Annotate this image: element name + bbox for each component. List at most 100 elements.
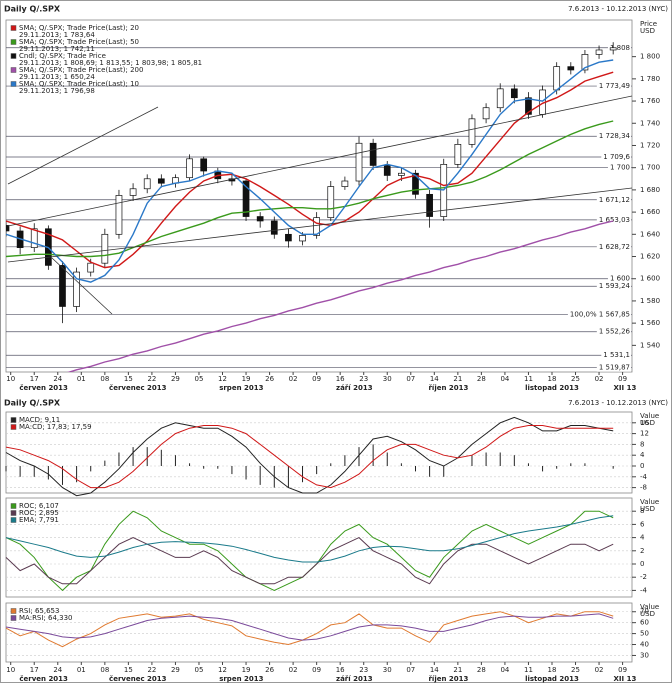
month-label: srpen 2013: [219, 675, 263, 683]
y-tick-label: 8: [640, 440, 644, 448]
x-tick-label: 04: [500, 666, 509, 674]
x-tick-label: 21: [453, 375, 462, 383]
month-label: XII 13: [614, 675, 637, 683]
legend-last: 29.11.2013; 1 783,64: [19, 31, 95, 39]
y-axis-unit: USD: [640, 27, 655, 35]
level-label: 1 653,03: [599, 216, 630, 224]
level-label-bg: [596, 195, 631, 204]
legend-swatch: [10, 424, 17, 430]
x-tick-label: 14: [430, 375, 439, 383]
legend-swatch: [10, 608, 17, 614]
x-tick-label: 02: [289, 375, 298, 383]
candle-body: [299, 235, 306, 242]
x-tick-label: 22: [147, 375, 156, 383]
legend-label: SMA; Q/.SPX; Trade Price(Last); 50: [19, 38, 139, 46]
level-label-bg: [596, 327, 631, 336]
candle-body: [186, 158, 193, 179]
y-tick-label: -8: [640, 484, 647, 492]
candle-body: [73, 271, 80, 307]
level-label: 1 552,26: [599, 328, 631, 336]
x-tick-label: 19: [242, 666, 251, 674]
candle-body: [581, 54, 589, 71]
y-tick-label: -2: [640, 573, 647, 581]
level-label: 1 808: [610, 44, 630, 52]
x-tick-label: 26: [265, 666, 274, 674]
y-tick-label: 1 660: [640, 208, 660, 216]
x-tick-label: 26: [265, 375, 274, 383]
level-label-bg: [601, 153, 631, 162]
level-label: 1 700: [610, 164, 630, 172]
x-tick-label: 05: [195, 666, 204, 674]
x-tick-label: 01: [77, 375, 86, 383]
panel-frame: [5, 602, 633, 663]
candle-body: [327, 186, 335, 219]
legend-label: SMA; Q/.SPX; Trade Price(Last); 200: [19, 66, 143, 74]
x-tick-label: 21: [453, 666, 462, 674]
month-label: červenec 2013: [109, 675, 167, 683]
y-tick-label: 1 540: [640, 341, 660, 349]
level-label: 1 728,34: [599, 132, 631, 140]
y-tick-label: -4: [640, 586, 648, 594]
candle-body: [609, 47, 617, 51]
legend-swatch: [10, 53, 17, 59]
x-tick-label: 02: [595, 375, 604, 383]
x-tick-label: 02: [595, 666, 604, 674]
level-label: 1 773,49: [599, 82, 630, 90]
candle-body: [59, 265, 66, 307]
x-tick-label: 28: [477, 666, 486, 674]
x-tick-label: 07: [406, 375, 415, 383]
y-tick-label: 40: [640, 641, 649, 649]
candle-body: [412, 172, 419, 195]
month-label: červenec 2013: [109, 384, 167, 392]
level-label: 1 593,24: [599, 282, 631, 290]
x-tick-label: 10: [6, 666, 15, 674]
candle-body: [157, 178, 165, 184]
legend-swatch: [10, 39, 17, 45]
panel-date-range: 7.6.2013 - 10.12.2013 (NYC): [568, 5, 668, 13]
y-tick-label: 6: [640, 520, 645, 528]
legend-label: ROC; 6,107: [19, 502, 59, 510]
legend-swatch: [10, 503, 17, 509]
level-label: 1 531,1: [603, 351, 630, 359]
candle-body: [87, 262, 95, 273]
y-axis-label: Value: [640, 603, 659, 611]
candle-body: [398, 172, 405, 176]
candle-body: [313, 217, 320, 236]
x-tick-label: 09: [312, 375, 321, 383]
legend-label: MA:CD; 17,83; 17,59: [19, 423, 92, 431]
level-label-bg: [596, 82, 631, 91]
level-label: 1 519,87: [599, 364, 630, 372]
plot-area: [5, 416, 614, 497]
y-tick-label: 1 620: [640, 253, 660, 261]
x-tick-label: 12: [218, 666, 227, 674]
x-tick-label: 02: [289, 666, 298, 674]
y-tick-label: 1 600: [640, 275, 660, 283]
month-label: listopad 2013: [525, 675, 579, 683]
y-tick-label: 12: [640, 430, 649, 438]
y-tick-label: 70: [640, 608, 649, 616]
series-line: [67, 220, 614, 372]
y-tick-label: 1 780: [640, 75, 660, 83]
legend-last: 29.11.2013; 1 808,69; 1 813,55; 1 803,98…: [19, 59, 202, 67]
candle-body: [115, 195, 123, 235]
panel: Daily Q/.SPX 7.6.2013 - 10.12.2013 (NYC) P…: [4, 5, 668, 393]
y-tick-label: 16: [640, 419, 649, 427]
x-tick-label: 18: [548, 375, 557, 383]
trendlines: [7, 95, 632, 315]
legend-swatch: [10, 67, 17, 73]
y-axis-label: Value: [640, 412, 659, 420]
y-tick-label: 4: [640, 534, 645, 542]
candle-body: [200, 158, 208, 172]
y-tick-label: 60: [640, 619, 649, 627]
x-tick-label: 15: [124, 375, 133, 383]
candle-body: [468, 118, 476, 145]
candle-body: [454, 144, 462, 165]
series-line: [5, 515, 614, 563]
legend-label: SMA; Q/.SPX; Trade Price(Last); 10: [19, 80, 139, 88]
x-tick-label: 29: [171, 375, 180, 383]
legend-swatch: [10, 517, 17, 523]
level-label: 1 600: [610, 275, 630, 283]
